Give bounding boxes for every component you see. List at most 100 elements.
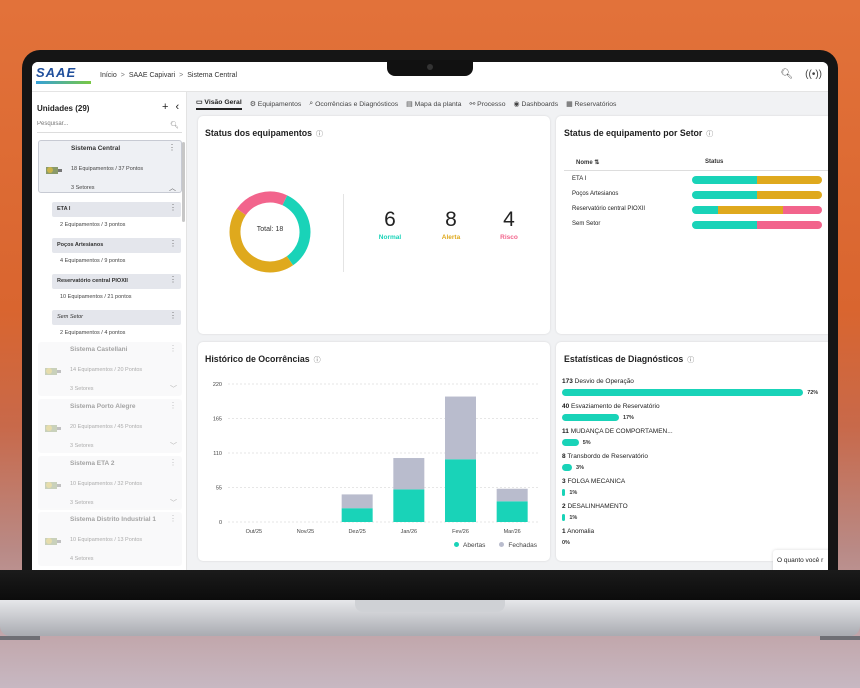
add-unit-button[interactable]: +: [162, 101, 169, 113]
status-title: Status dos equipamentos ⓘ: [205, 128, 323, 138]
x-tick-label: Mar/26: [504, 529, 521, 535]
chevron-down-icon[interactable]: ﹀: [170, 500, 177, 507]
diagnostic-bar: [562, 514, 566, 521]
more-options-icon[interactable]: ⋮: [169, 344, 177, 353]
bar-fechadas[interactable]: [445, 396, 476, 460]
breadcrumb-home[interactable]: Início: [100, 72, 117, 79]
info-icon[interactable]: ⓘ: [704, 131, 714, 138]
tab-dashboards[interactable]: ◉ Dashboards: [513, 100, 559, 109]
diagnostic-count: 8: [562, 453, 566, 460]
sector-status-card: Status de equipamento por Setor ⓘ Nome ⇅…: [556, 116, 828, 334]
unit-sectors: 3 Setores: [70, 386, 94, 392]
diagnostic-percent: 3%: [576, 465, 584, 471]
tab-equipamentos[interactable]: ⚙ Equipamentos: [249, 100, 302, 109]
unit-card-sistema-central[interactable]: Sistema Central ⋮ 18 Equipamentos / 37 P…: [38, 140, 182, 193]
info-icon[interactable]: ⓘ: [311, 357, 321, 364]
unit-equipment: 18 Equipamentos / 37 Pontos: [71, 166, 144, 172]
sector-name: Reservatório central PIOXII: [57, 278, 128, 284]
sector-row[interactable]: Poços Artesianos: [572, 191, 828, 201]
search-icon[interactable]: 🔍︎: [170, 122, 179, 129]
more-options-icon[interactable]: ⋮: [168, 143, 176, 152]
chart-legend: Abertas Fechadas: [454, 542, 537, 549]
zoom-icon[interactable]: 🔍︎: [780, 69, 794, 80]
logo-text: SAAE: [36, 65, 77, 80]
donut-normal-segment[interactable]: [221, 183, 318, 280]
more-options-icon[interactable]: ⋮: [169, 458, 177, 467]
bar-segment-alert: [757, 191, 822, 199]
more-options-icon[interactable]: ⋮: [169, 401, 177, 410]
chevron-down-icon[interactable]: ﹀: [170, 386, 177, 393]
feedback-prompt[interactable]: O quanto você r: [773, 550, 828, 570]
map-icon: ▤: [406, 101, 413, 108]
tab-mapa[interactable]: ▤ Mapa da planta: [406, 100, 462, 109]
sector-item[interactable]: Poços Artesianos ⋮ 4 Equipamentos / 9 po…: [52, 238, 181, 272]
unit-equipment: 14 Equipamentos / 20 Pontos: [70, 367, 143, 373]
unit-card[interactable]: Sistema Porto Alegre ⋮ 20 Equipamentos /…: [38, 399, 182, 453]
diagnostic-bar: [562, 439, 579, 446]
tab-ocorrencias[interactable]: ⌕ Ocorrências e Diagnósticos: [309, 100, 399, 108]
diagnostic-item[interactable]: 8 Transbordo de Reservatório 3%: [562, 453, 828, 471]
history-card: Histórico de Ocorrências ⓘ 0 55 110 165 220 O…: [198, 342, 550, 561]
diagnostic-item[interactable]: 11 MUDANÇA DE COMPORTAMEN... 5%: [562, 428, 828, 446]
sector-row[interactable]: Sem Setor: [572, 221, 828, 231]
sector-row[interactable]: Reservatório central PIOXII: [572, 206, 828, 216]
signal-icon[interactable]: ((•)): [805, 69, 822, 80]
sidebar-scrollbar[interactable]: [182, 142, 185, 222]
diagnostic-label: FOLGA MECANICA: [567, 478, 626, 485]
sector-row-name: Reservatório central PIOXII: [572, 206, 646, 212]
diagnostics-card: Estatísticas de Diagnósticos ⓘ 173 Desvi…: [556, 342, 828, 561]
app-screen: SAAE Início > SAAE Capivari > Sistema Centra…: [32, 62, 828, 570]
alert-stat: 8 Alerta: [441, 208, 461, 241]
sort-icon[interactable]: ⇅: [594, 160, 600, 166]
tank-icon: ▦: [566, 101, 573, 108]
x-tick-label: Nov/25: [297, 529, 314, 535]
sector-name: Sem Setor: [57, 314, 83, 320]
tab-processo[interactable]: ⚯ Processo: [469, 100, 506, 109]
diagnostic-item[interactable]: 173 Desvio de Operação 72%: [562, 378, 828, 396]
tab-reservatorios[interactable]: ▦ Reservatórios: [566, 100, 617, 109]
search-input[interactable]: [37, 121, 162, 127]
unit-card[interactable]: Sistema ETA 2 ⋮ 10 Equipamentos / 32 Pon…: [38, 456, 182, 510]
status-card: Status dos equipamentos ⓘ Total: 18 6 Nor…: [198, 116, 550, 334]
bar-abertas[interactable]: [393, 489, 425, 522]
legend-abertas[interactable]: Abertas: [454, 542, 485, 549]
diagnostic-item[interactable]: 2 DESALINHAMENTO 1%: [562, 503, 828, 521]
info-icon[interactable]: ⓘ: [685, 357, 695, 364]
legend-fechadas[interactable]: Fechadas: [499, 542, 537, 549]
bar-abertas[interactable]: [496, 501, 528, 522]
sector-item[interactable]: ETA I ⋮ 2 Equipamentos / 3 pontos: [52, 202, 181, 236]
pump-icon: [45, 538, 61, 545]
y-tick-label: 110: [213, 451, 222, 457]
bar-fechadas[interactable]: [496, 488, 528, 502]
sector-equipment: 4 Equipamentos / 9 pontos: [60, 258, 126, 264]
unit-card[interactable]: Sistema Distrito Industrial 1 ⋮ 10 Equip…: [38, 512, 182, 566]
bar-fechadas[interactable]: [393, 458, 425, 490]
sector-row[interactable]: ETA I: [572, 176, 828, 186]
tab-visao-geral[interactable]: ▭ Visão Geral: [196, 98, 242, 110]
chevron-down-icon[interactable]: ﹀: [170, 443, 177, 450]
diagnostic-item[interactable]: 1 Anomalia 0%: [562, 528, 828, 546]
info-icon[interactable]: ⓘ: [314, 131, 323, 138]
diagnostic-item[interactable]: 3 FOLGA MECANICA 1%: [562, 478, 828, 496]
breadcrumb-unit[interactable]: Sistema Central: [187, 72, 238, 79]
donut-risk-segment[interactable]: [221, 183, 318, 280]
unit-card[interactable]: Sistema Castellani ⋮ 14 Equipamentos / 2…: [38, 342, 182, 396]
bar-abertas[interactable]: [445, 459, 476, 522]
bar-fechadas[interactable]: [341, 494, 373, 509]
sector-item[interactable]: Sem Setor ⋮ 2 Equipamentos / 4 pontos: [52, 310, 181, 344]
col-name-header[interactable]: Nome ⇅: [576, 160, 600, 166]
breadcrumb-client[interactable]: SAAE Capivari: [128, 72, 176, 79]
bar-segment-normal: [692, 191, 757, 199]
more-options-icon[interactable]: ⋮: [169, 275, 177, 284]
more-options-icon[interactable]: ⋮: [169, 311, 177, 320]
more-options-icon[interactable]: ⋮: [169, 514, 177, 523]
diagnostic-item[interactable]: 40 Esvaziamento de Reservatório 17%: [562, 403, 828, 421]
logo[interactable]: SAAE: [36, 65, 91, 89]
diagnostic-bar: [562, 464, 573, 471]
more-options-icon[interactable]: ⋮: [169, 203, 177, 212]
chevron-up-icon[interactable]: ︿: [169, 185, 176, 192]
collapse-sidebar-button[interactable]: ‹: [175, 101, 180, 113]
more-options-icon[interactable]: ⋮: [169, 239, 177, 248]
bar-abertas[interactable]: [341, 508, 373, 522]
sector-item[interactable]: Reservatório central PIOXII ⋮ 10 Equipam…: [52, 274, 181, 308]
